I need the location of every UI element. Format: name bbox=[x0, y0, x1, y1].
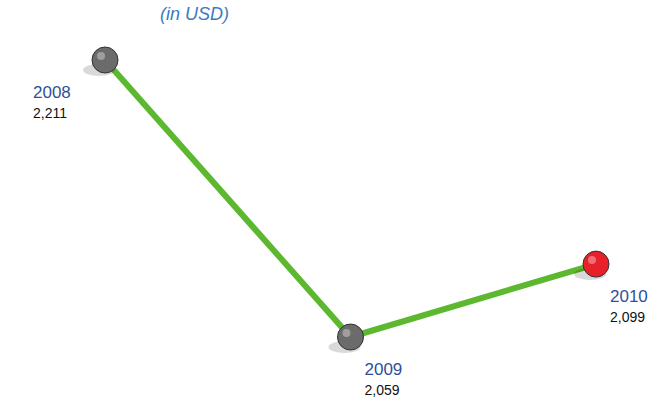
svg-text:2010: 2010 bbox=[610, 287, 648, 306]
svg-text:2008: 2008 bbox=[33, 83, 71, 102]
svg-text:2,059: 2,059 bbox=[365, 382, 400, 398]
svg-text:2,211: 2,211 bbox=[33, 105, 67, 121]
html-text:(in USD): (in USD) bbox=[160, 4, 229, 24]
svg-text:2009: 2009 bbox=[365, 360, 403, 379]
svg-text:2,099: 2,099 bbox=[610, 309, 645, 325]
